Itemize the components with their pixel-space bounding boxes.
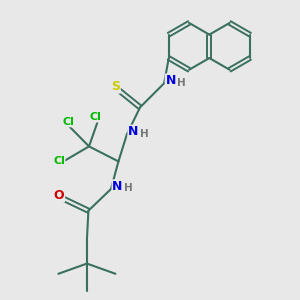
Text: H: H xyxy=(124,184,133,194)
Text: H: H xyxy=(140,129,149,139)
Text: N: N xyxy=(166,74,176,87)
Text: H: H xyxy=(177,78,186,88)
Text: Cl: Cl xyxy=(90,112,102,122)
Text: Cl: Cl xyxy=(53,156,65,166)
Text: Cl: Cl xyxy=(63,117,75,127)
Text: O: O xyxy=(54,189,64,202)
Text: S: S xyxy=(111,80,120,93)
Text: N: N xyxy=(128,125,139,139)
Text: N: N xyxy=(112,180,123,193)
